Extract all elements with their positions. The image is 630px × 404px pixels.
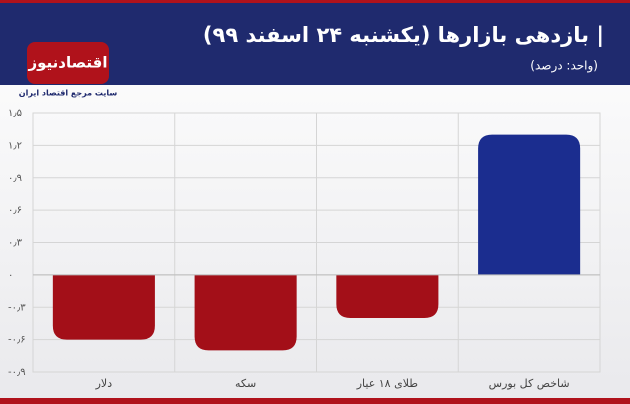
logo-box xyxy=(27,42,109,84)
x-tick-label: سکه xyxy=(235,377,256,390)
y-tick-label: ۱٫۲ xyxy=(8,140,22,151)
chart-subtitle: (واحد: درصد) xyxy=(530,59,598,74)
bar xyxy=(194,274,297,351)
y-tick-label: -۰٫۶ xyxy=(8,335,26,346)
x-tick-label: دلار xyxy=(95,377,113,390)
y-tick-label: ۰ xyxy=(8,270,13,281)
top-stripe xyxy=(0,0,630,3)
logo: اقتصادنیوز xyxy=(28,54,108,72)
logo-tagline: سایت مرجع اقتصاد ایران xyxy=(19,89,118,98)
y-tick-label: ۰٫۹ xyxy=(8,173,22,184)
bar xyxy=(52,274,155,340)
y-tick-label: ۱٫۵ xyxy=(8,108,22,119)
x-tick-label: شاخص کل بورس xyxy=(489,377,570,390)
chart-title: | بازدهی بازارها (یکشنبه ۲۴ اسفند ۹۹) xyxy=(203,23,604,48)
bar xyxy=(336,274,439,319)
y-tick-label: ۰٫۶ xyxy=(8,205,22,216)
x-tick-label: طلای ۱۸ عیار xyxy=(356,377,419,390)
bar xyxy=(478,134,581,275)
bottom-stripe xyxy=(0,398,630,404)
y-tick-label: ۰٫۳ xyxy=(8,238,23,249)
y-tick-label: -۰٫۹ xyxy=(8,367,26,378)
y-tick-label: -۰٫۳ xyxy=(8,302,26,313)
